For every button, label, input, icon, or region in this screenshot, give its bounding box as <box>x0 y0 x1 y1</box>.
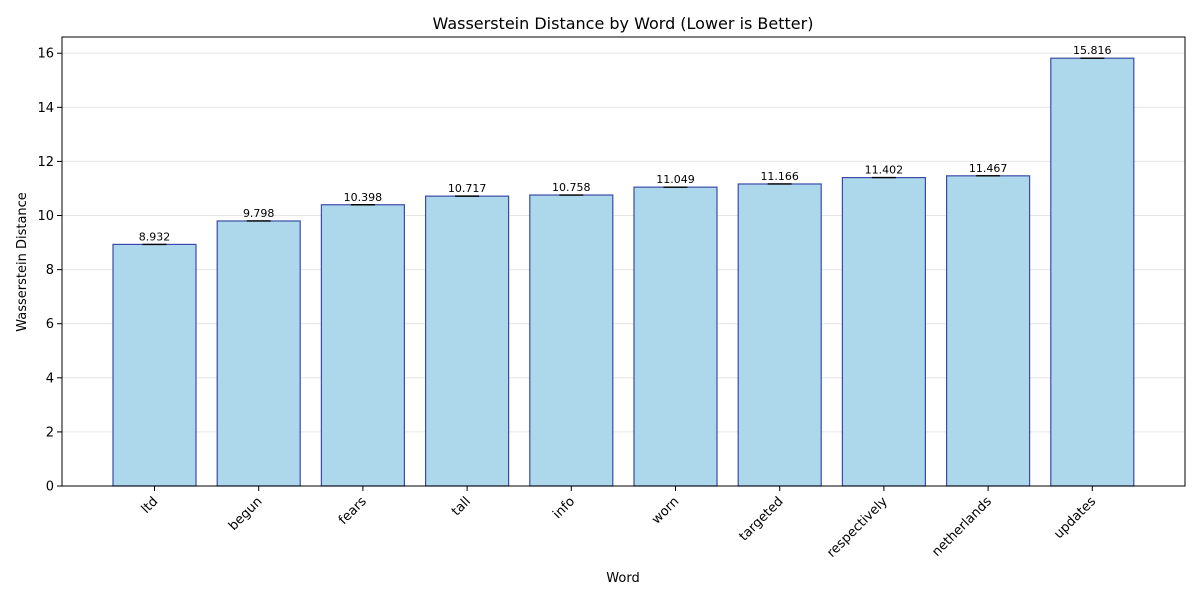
y-tick-label: 0 <box>46 480 54 495</box>
bars <box>112 57 1135 487</box>
data-label: 11.467 <box>969 162 1008 175</box>
data-label: 15.816 <box>1073 44 1112 57</box>
data-label: 10.758 <box>552 181 591 194</box>
data-label: 11.166 <box>760 170 799 183</box>
y-tick-label: 10 <box>37 209 54 224</box>
y-tick-label: 16 <box>37 47 54 62</box>
y-axis-label: Wasserstein Distance <box>15 192 30 332</box>
bar-begun <box>216 220 301 487</box>
chart-title: Wasserstein Distance by Word (Lower is B… <box>433 14 814 33</box>
bar-ltd <box>112 243 197 487</box>
y-tick-label: 8 <box>46 263 54 278</box>
y-tick-label: 14 <box>37 101 54 116</box>
plot-frame <box>61 36 1186 487</box>
x-tick-label: respectively <box>824 494 891 561</box>
data-label: 8.932 <box>139 230 171 243</box>
bar-fears <box>320 204 405 487</box>
x-axis-label: Word <box>606 571 639 586</box>
y-tick-label: 12 <box>37 155 54 170</box>
y-tick-label: 4 <box>46 371 54 386</box>
bar-respectively <box>841 176 927 487</box>
y-tick-label: 6 <box>46 317 54 332</box>
x-tick-label: updates <box>1051 494 1099 542</box>
x-tick-label: begun <box>226 494 266 534</box>
x-tick-label: netherlands <box>929 494 995 560</box>
x-tick-label: tall <box>449 494 474 519</box>
data-label: 11.049 <box>656 173 695 186</box>
bar-netherlands <box>945 175 1031 487</box>
x-tick-label: fears <box>336 494 370 528</box>
data-label: 11.402 <box>865 164 904 177</box>
data-label: 9.798 <box>243 207 275 220</box>
bar-tall <box>425 195 510 487</box>
x-tick-label: ltd <box>139 494 162 517</box>
x-tick-label: worn <box>649 494 682 527</box>
data-label: 10.398 <box>344 191 383 204</box>
y-tick-label: 2 <box>46 425 54 440</box>
data-label: 10.717 <box>448 182 487 195</box>
bar-info <box>529 194 614 487</box>
bar-targeted <box>737 183 822 487</box>
bar-updates <box>1050 57 1135 487</box>
bar-worn <box>633 186 718 487</box>
x-tick-label: info <box>550 494 578 522</box>
data-labels: 8.932 9.798 10.398 10.717 10.758 11.049 11.166… <box>139 44 1112 243</box>
x-tick-label: targeted <box>736 494 786 544</box>
